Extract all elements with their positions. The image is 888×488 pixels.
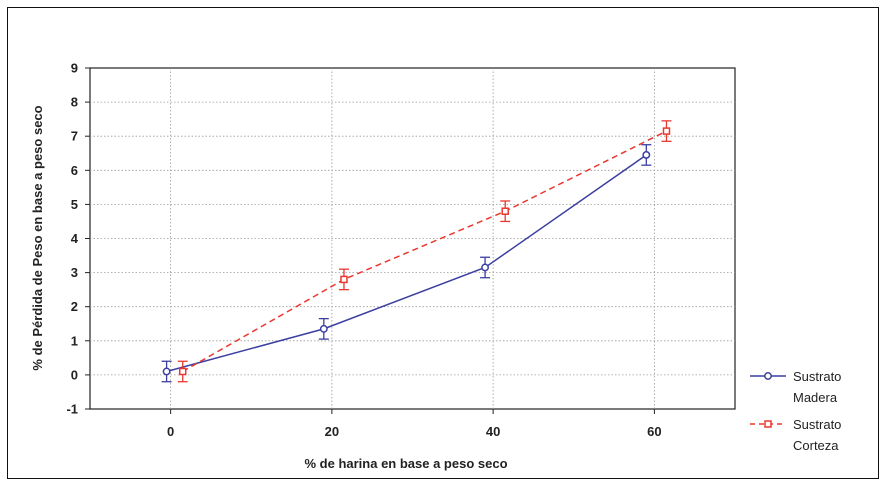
y-tick-label: 4 — [71, 231, 79, 246]
legend-marker-corteza — [764, 420, 772, 428]
y-tick-label: 9 — [71, 61, 78, 76]
data-point — [178, 367, 187, 376]
y-tick-label: 7 — [71, 129, 78, 144]
x-axis-ticks: 0 20 40 60 — [167, 409, 662, 439]
series-line — [182, 130, 667, 373]
legend-item-corteza: Sustrato Corteza — [750, 417, 841, 453]
legend: Sustrato Madera Sustrato Corteza — [750, 369, 841, 453]
series-0 — [161, 144, 652, 383]
data-point — [319, 324, 328, 333]
y-tick-label: 5 — [71, 197, 78, 212]
series-layer — [161, 120, 672, 383]
series-line — [166, 154, 647, 373]
x-axis-label: % de harina en base a peso seco — [304, 456, 507, 471]
x-tick-label: 0 — [167, 424, 174, 439]
legend-marker-madera — [764, 372, 772, 380]
y-tick-label: 8 — [71, 95, 78, 110]
y-tick-label: 0 — [71, 367, 78, 382]
legend-label-corteza-line1: Sustrato — [793, 417, 841, 432]
legend-label-madera-line2: Madera — [793, 390, 838, 405]
data-point — [340, 275, 348, 284]
y-tick-label: 6 — [71, 163, 78, 178]
y-axis-label: % de Pérdida de Peso en base a peso seco — [30, 105, 45, 370]
grid — [90, 68, 735, 409]
data-point — [481, 263, 490, 272]
x-tick-label: 20 — [325, 424, 339, 439]
y-axis-ticks: -1 0 1 2 3 4 5 6 7 8 9 — [66, 61, 90, 417]
data-point — [642, 151, 651, 159]
legend-label-corteza-line2: Corteza — [793, 438, 839, 453]
data-point — [501, 207, 509, 215]
legend-label-madera-line1: Sustrato — [793, 369, 841, 384]
y-tick-label: 3 — [71, 265, 78, 280]
data-point — [662, 127, 671, 135]
legend-item-madera: Sustrato Madera — [750, 369, 841, 405]
series-1 — [177, 120, 672, 383]
y-tick-label: 1 — [71, 333, 78, 348]
data-point — [162, 367, 171, 376]
y-tick-label: 2 — [71, 299, 78, 314]
x-tick-label: 60 — [647, 424, 661, 439]
y-tick-label: -1 — [66, 402, 78, 417]
x-tick-label: 40 — [486, 424, 500, 439]
